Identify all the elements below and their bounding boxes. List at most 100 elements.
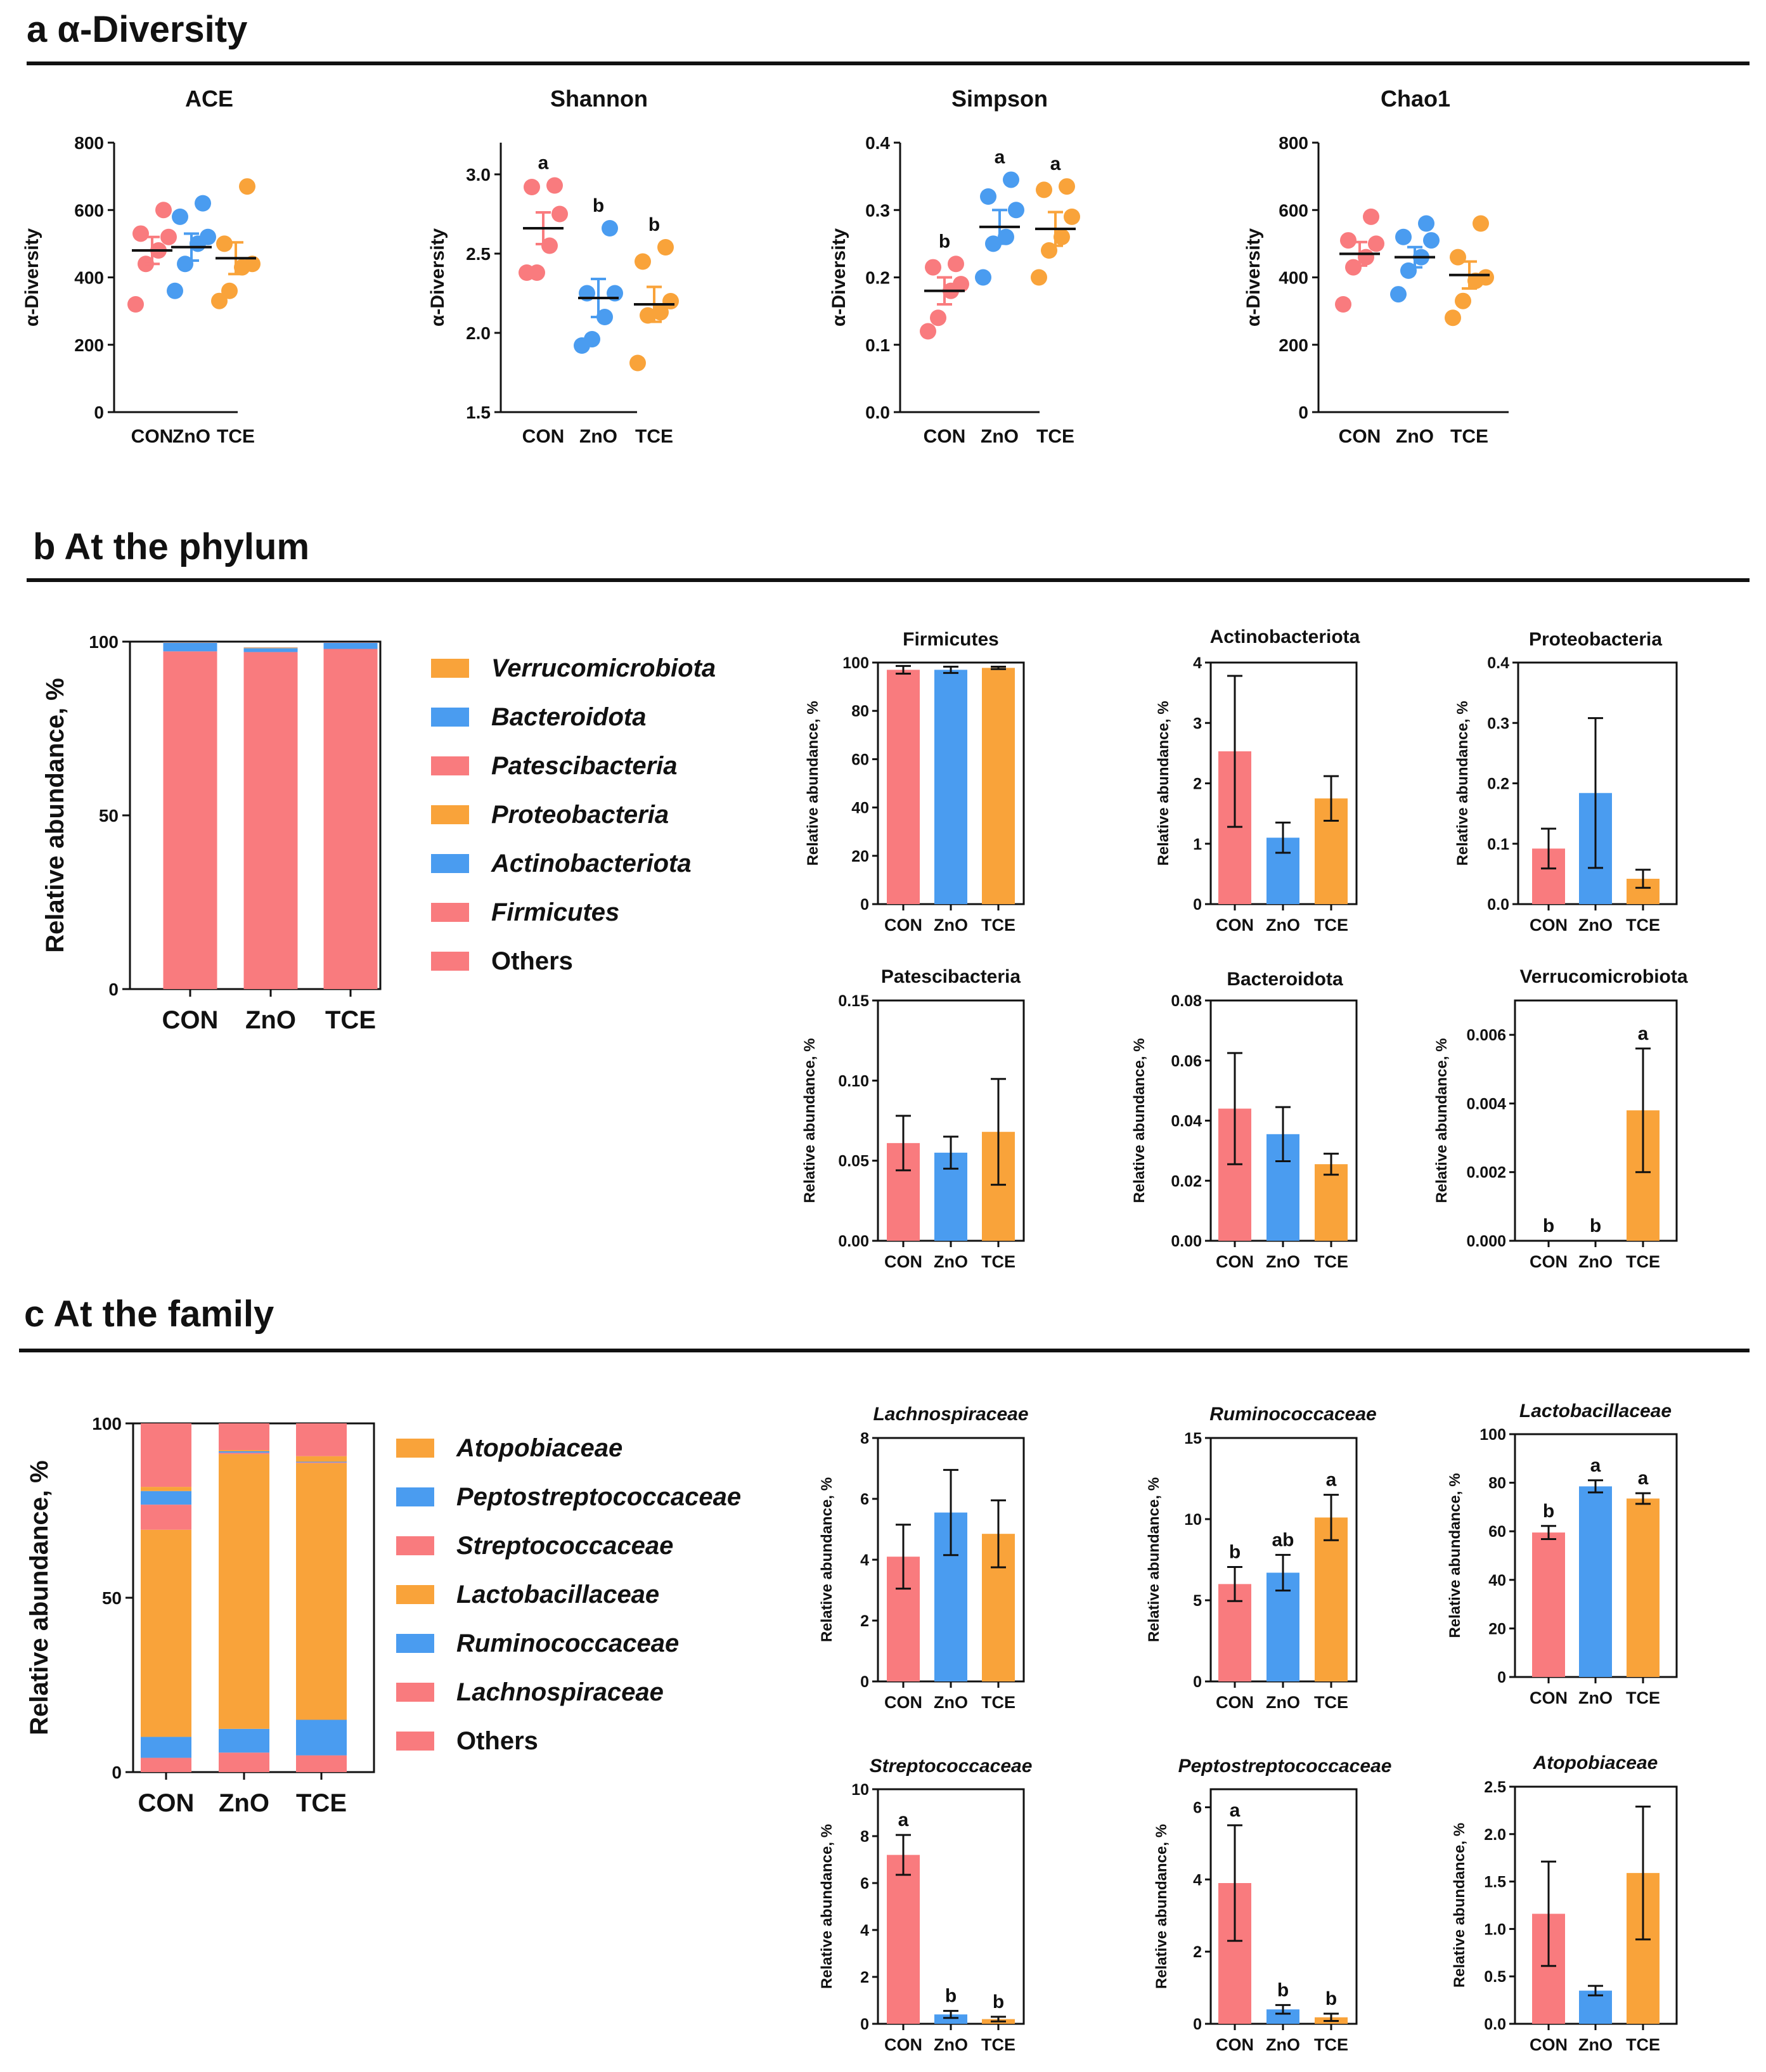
- y-axis-label: Relative abundance, %: [41, 678, 69, 952]
- y-tick-label: 4: [860, 1922, 869, 1939]
- data-point: [602, 220, 618, 236]
- x-tick-label: ZnO: [934, 2035, 968, 2054]
- data-point: [1059, 178, 1075, 195]
- data-point: [200, 228, 216, 245]
- data-point: [1335, 296, 1351, 313]
- significance-letter: a: [1638, 1023, 1649, 1044]
- x-tick-label: CON: [522, 426, 565, 447]
- significance-letter: a: [538, 153, 549, 174]
- x-tick-label: ZnO: [1578, 1688, 1613, 1707]
- family-stacked-chart: 0 50 100 Relative abundance, % CON ZnO TCE Atop…: [25, 1414, 741, 1817]
- legend-label: Lachnospiraceae: [456, 1678, 664, 1706]
- x-tick-label: ZnO: [934, 1252, 968, 1271]
- plot-title: Verrucomicrobiota: [1519, 966, 1687, 987]
- patescibacteria-chart: Patescibacteria 0.00 0.05 0.10 0.15 Relative …: [801, 966, 1025, 1271]
- plot-title: ACE: [185, 86, 233, 112]
- y-tick-label: 10: [851, 1781, 869, 1799]
- y-tick-label: 0.4: [865, 133, 890, 153]
- plot-title: Bacteroidota: [1227, 969, 1343, 990]
- y-tick-label: 0.002: [1466, 1164, 1506, 1182]
- data-point: [160, 228, 177, 245]
- x-tick-label: ZnO: [1266, 2035, 1300, 2054]
- data-point: [1445, 309, 1461, 327]
- y-tick-label: 200: [1279, 335, 1308, 355]
- data-point: [239, 178, 255, 195]
- y-tick-label: 2: [860, 1612, 869, 1630]
- data-point: [1478, 269, 1494, 286]
- plot-title: Lactobacillaceae: [1519, 1401, 1672, 1421]
- y-axis-label: α-Diversity: [1243, 228, 1264, 327]
- y-tick-label: 1: [1193, 836, 1202, 853]
- y-tick-label: 40: [1488, 1572, 1506, 1590]
- significance-letter: b: [593, 195, 604, 216]
- phylum-stacked-chart: 0 50 100 Relative abundance, % CON ZnO TCE Verr…: [41, 632, 716, 1034]
- data-point: [546, 177, 563, 194]
- y-axis-label: Relative abundance, %: [1131, 1038, 1148, 1203]
- actinobacteriota-chart: Actinobacteriota 0 1 2 3 4 Relative abundance,…: [1155, 626, 1360, 935]
- plot-title: Peptostreptococcaceae: [1178, 1756, 1392, 1777]
- data-point: [635, 253, 651, 270]
- y-tick-label: 100: [89, 632, 119, 652]
- data-point: [930, 309, 946, 327]
- y-tick-label: 0: [1497, 1669, 1506, 1687]
- y-axis-label: Relative abundance, %: [1155, 701, 1172, 865]
- y-tick-label: 100: [842, 654, 869, 672]
- stack-segment: [296, 1461, 347, 1463]
- plot-title: Chao1: [1381, 86, 1450, 112]
- significance-letter: b: [1325, 1988, 1337, 2009]
- legend-label: Lactobacillaceae: [456, 1581, 659, 1609]
- x-tick-label: TCE: [1626, 1252, 1660, 1271]
- y-axis-label: Relative abundance, %: [1447, 1473, 1464, 1638]
- bar: [1315, 1517, 1348, 1681]
- y-tick-label: 1.5: [1484, 1874, 1506, 1891]
- x-tick-label: CON: [884, 1693, 922, 1712]
- bar: [982, 668, 1015, 904]
- x-tick-label: ZnO: [1266, 916, 1300, 935]
- y-tick-label: 0.15: [838, 992, 869, 1010]
- bar: [1266, 2009, 1299, 2024]
- y-tick-label: 6: [860, 1875, 869, 1893]
- y-tick-label: 0.3: [865, 200, 890, 220]
- y-tick-label: 600: [74, 200, 104, 220]
- bacteroidota-chart: Bacteroidota 0.00 0.02 0.04 0.06 0.08 Relative…: [1131, 969, 1358, 1271]
- significance-letter: a: [1638, 1468, 1649, 1489]
- stack-segment: [296, 1755, 347, 1772]
- y-tick-label: 0.4: [1487, 654, 1509, 672]
- stack-segment: [323, 642, 378, 649]
- legend-label: Atopobiaceae: [456, 1434, 622, 1462]
- legend-swatch: [396, 1487, 434, 1506]
- stack-segment: [296, 1456, 347, 1462]
- legend-label: Verrucomicrobiota: [491, 654, 716, 682]
- x-tick-label: TCE: [981, 2035, 1015, 2054]
- data-point: [1064, 208, 1080, 225]
- x-tick-label: CON: [1530, 916, 1568, 935]
- x-tick-label: ZnO: [172, 426, 210, 447]
- y-tick-label: 0.2: [865, 268, 890, 288]
- y-tick-label: 0: [860, 2016, 869, 2033]
- plot-title: Simpson: [951, 86, 1048, 112]
- legend-swatch: [396, 1585, 434, 1604]
- x-tick-label: ZnO: [245, 1006, 296, 1034]
- y-tick-label: 20: [851, 848, 869, 865]
- significance-letter: b: [1543, 1215, 1554, 1236]
- legend-swatch: [431, 854, 469, 873]
- legend-label: Actinobacteriota: [491, 850, 692, 877]
- stack-segment: [296, 1719, 347, 1756]
- legend-swatch: [431, 756, 469, 775]
- data-point: [1031, 269, 1047, 286]
- y-tick-label: 0.05: [838, 1153, 869, 1170]
- data-point: [657, 239, 674, 256]
- x-tick-label: ZnO: [1266, 1252, 1300, 1271]
- legend-label: Others: [456, 1727, 538, 1755]
- legend-swatch: [431, 903, 469, 922]
- x-tick-label: TCE: [1314, 916, 1348, 935]
- y-tick-label: 400: [74, 268, 104, 288]
- bar: [1532, 1532, 1565, 1677]
- y-tick-label: 100: [92, 1414, 122, 1434]
- x-tick-label: ZnO: [981, 426, 1019, 447]
- y-tick-label: 20: [1488, 1620, 1506, 1638]
- verrucomicrobiota-chart: Verrucomicrobiota 0.000 0.002 0.004 0.006 Rel…: [1433, 966, 1688, 1271]
- y-tick-label: 60: [1488, 1523, 1506, 1541]
- y-tick-label: 1.0: [1484, 1920, 1506, 1938]
